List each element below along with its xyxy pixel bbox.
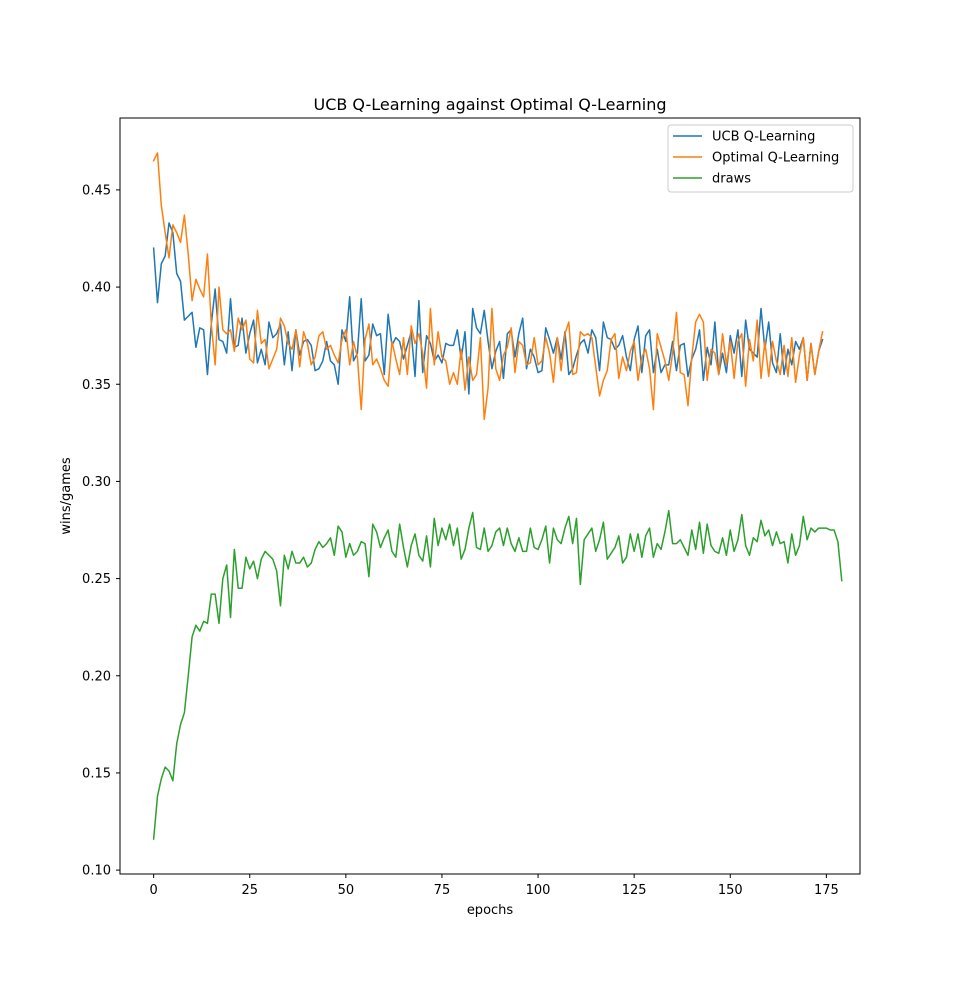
chart-title: UCB Q-Learning against Optimal Q-Learnin… (313, 95, 666, 114)
x-tick-label: 75 (434, 883, 451, 898)
y-tick-label: 0.45 (82, 183, 111, 198)
series-layer (152, 152, 843, 840)
y-tick-label: 0.35 (82, 378, 111, 393)
x-axis-title: epochs (467, 903, 514, 918)
y-tick-label: 0.40 (82, 281, 111, 296)
y-tick-label: 0.25 (82, 572, 111, 587)
y-tick-label: 0.10 (82, 864, 111, 879)
x-tick-label: 0 (149, 883, 157, 898)
x-tick-label: 150 (718, 883, 743, 898)
y-axis-title: wins/games (59, 457, 74, 535)
x-tick-label: 125 (622, 883, 647, 898)
series-line-2 (152, 509, 843, 840)
y-tick-label: 0.30 (82, 475, 111, 490)
legend-box (667, 124, 854, 193)
x-tick-label: 175 (814, 883, 839, 898)
x-tick-label: 50 (338, 883, 355, 898)
x-tick-label: 25 (241, 883, 258, 898)
legend-label-0: UCB Q-Learning (712, 130, 815, 145)
y-tick-label: 0.15 (82, 766, 111, 781)
series-line-1 (152, 152, 824, 420)
legend-label-2: draws (712, 172, 751, 187)
legend-label-1: Optimal Q-Learning (712, 151, 839, 166)
axes-layer: 0 25 50 75 100 125 150 175 0.10 0.15 0.20 0.25 0.30 0… (82, 183, 839, 898)
series-line-0 (152, 222, 824, 395)
plot-frame (119, 117, 861, 875)
legend: UCB Q-Learning Optimal Q-Learning draws (667, 124, 854, 193)
x-tick-label: 100 (526, 883, 551, 898)
y-tick-label: 0.20 (82, 669, 111, 684)
